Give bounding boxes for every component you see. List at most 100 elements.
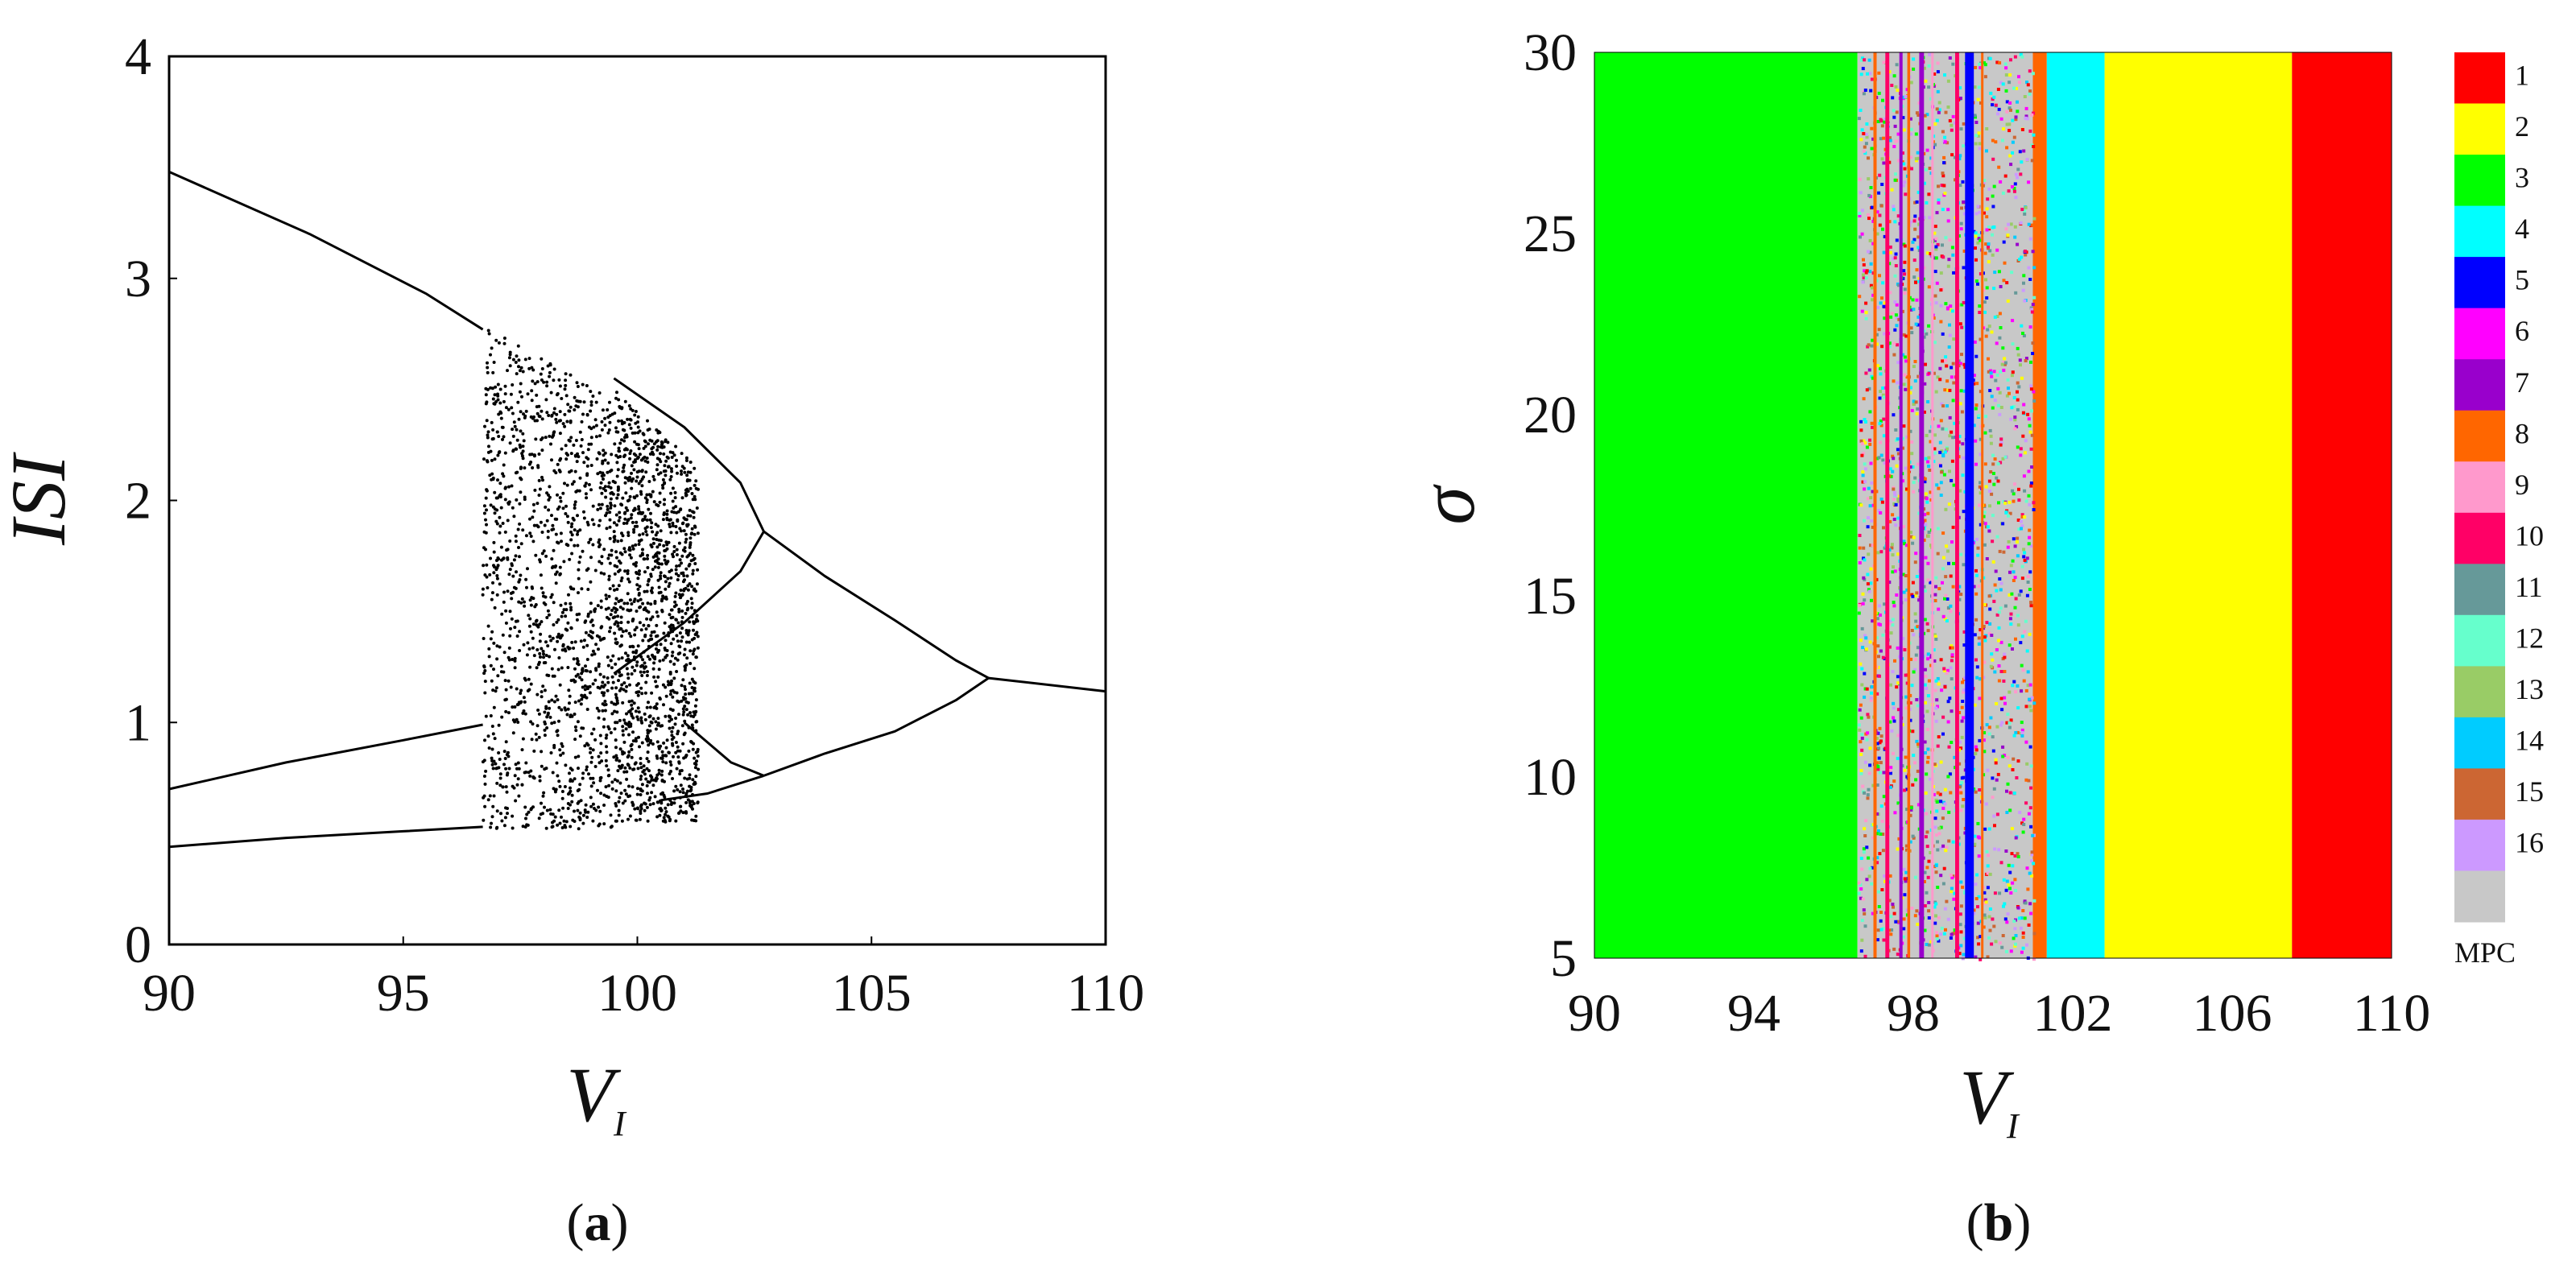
chaos-dot	[693, 686, 697, 690]
speckle	[2005, 100, 2009, 104]
chaos-dot	[550, 593, 554, 597]
chaos-dot	[590, 518, 594, 522]
speckle	[1879, 119, 1883, 123]
chaos-dot	[621, 630, 625, 634]
speckle	[1988, 607, 1992, 611]
chaos-dot	[527, 771, 531, 775]
chaos-dot	[498, 758, 502, 761]
speckle	[2009, 718, 2013, 722]
speckle	[1927, 85, 1931, 89]
chaos-dot	[660, 792, 663, 796]
chaos-dot	[498, 450, 502, 454]
chaos-dot	[511, 814, 515, 818]
chaos-dot	[493, 511, 497, 515]
chaos-dot	[684, 540, 688, 544]
chaos-dot	[677, 644, 681, 648]
chaos-dot	[549, 391, 553, 395]
speckle	[1948, 772, 1952, 776]
chaos-dot	[592, 425, 596, 429]
chaos-dot	[665, 512, 669, 516]
speckle	[2013, 427, 2017, 431]
speckle	[1958, 154, 1962, 158]
chaos-dot	[689, 559, 693, 563]
speckle	[1863, 89, 1867, 92]
speckle	[1982, 925, 1986, 929]
speckle	[1936, 744, 1940, 748]
chaos-dot	[491, 732, 495, 736]
speckle	[1953, 891, 1957, 895]
speckle	[1978, 788, 1982, 791]
chaos-dot	[618, 781, 622, 785]
chaos-dot	[598, 519, 602, 523]
speckle	[1997, 848, 2001, 852]
chaos-dot	[690, 601, 694, 606]
speckle	[1894, 313, 1898, 317]
speckle	[1860, 683, 1864, 687]
chaos-dot	[540, 417, 544, 421]
speckle	[1922, 585, 1926, 589]
chaos-dot	[564, 378, 568, 382]
speckle	[1988, 622, 1992, 626]
chaos-dot	[632, 655, 636, 659]
chaos-dot	[633, 431, 637, 435]
chaos-dot	[696, 800, 700, 804]
speckle	[1859, 191, 1863, 195]
chaos-dot	[484, 393, 488, 397]
chaos-dot	[694, 763, 698, 767]
chaos-dot	[686, 701, 690, 705]
chaos-dot	[627, 733, 631, 737]
speckle	[1893, 274, 1897, 278]
speckle	[1881, 393, 1885, 397]
speckle	[2013, 225, 2017, 229]
chaos-dot	[493, 457, 497, 461]
chaos-dot	[633, 413, 637, 417]
speckle	[1902, 917, 1906, 921]
chaos-dot	[608, 587, 612, 591]
chaos-dot	[517, 365, 520, 369]
chaos-dot	[594, 808, 598, 812]
chaos-dot	[639, 492, 643, 496]
speckle	[2022, 548, 2026, 552]
chaos-dot	[677, 593, 681, 597]
speckle	[2009, 58, 2012, 62]
chaos-dot	[490, 420, 494, 424]
speckle	[1888, 138, 1892, 143]
chaos-dot	[655, 463, 660, 467]
chaos-dot	[668, 581, 672, 585]
speckle	[1902, 333, 1906, 337]
speckle	[2010, 271, 2014, 275]
speckle	[1946, 917, 1950, 921]
chaos-dot	[637, 505, 641, 509]
chaos-dot	[681, 521, 685, 525]
chaos-dot	[552, 378, 556, 382]
chaos-dot	[555, 420, 559, 424]
chaos-dot	[552, 743, 556, 747]
chaos-dot	[621, 733, 625, 737]
chaos-dot	[598, 486, 602, 490]
chaos-dot	[589, 556, 593, 560]
speckle	[1912, 490, 1916, 494]
chaos-dot	[543, 767, 547, 771]
chaos-dot	[562, 819, 566, 823]
speckle	[2022, 817, 2026, 821]
speckle	[2032, 899, 2036, 903]
speckle	[1902, 95, 1906, 99]
speckle	[1933, 447, 1937, 451]
chaos-dot	[631, 665, 635, 669]
speckle	[1928, 167, 1932, 170]
speckle	[1927, 456, 1931, 460]
speckle	[2001, 82, 2005, 86]
speckle	[1945, 619, 1949, 623]
chaos-dot	[531, 722, 535, 726]
speckle	[1985, 621, 1989, 625]
chaos-dot	[638, 533, 642, 537]
speckle	[1984, 278, 1987, 282]
chaos-dot	[528, 453, 532, 457]
chaos-dot	[610, 453, 614, 457]
chaos-dot	[520, 597, 524, 601]
speckle	[1926, 561, 1930, 565]
speckle	[2028, 705, 2032, 709]
chaos-dot	[564, 512, 568, 515]
chaos-dot	[482, 818, 486, 822]
chaos-dot	[613, 631, 617, 635]
